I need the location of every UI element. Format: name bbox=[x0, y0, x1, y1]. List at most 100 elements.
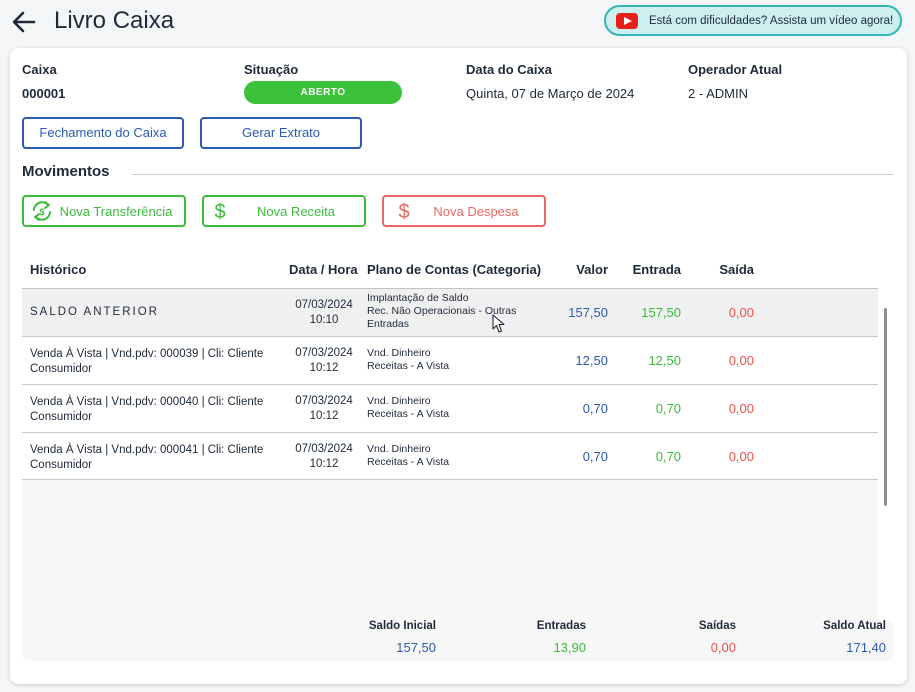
column-entrada[interactable]: Entrada bbox=[632, 262, 681, 277]
caixa-card: Caixa 000001 Situação ABERTO Data do Cai… bbox=[10, 48, 907, 684]
column-valor[interactable]: Valor bbox=[576, 262, 608, 277]
nova-receita-label: Nova Receita bbox=[256, 203, 336, 219]
plano-cell: Implantação de Saldo Rec. Não Operaciona… bbox=[367, 292, 537, 331]
nova-despesa-button[interactable]: $ Nova Despesa bbox=[382, 195, 546, 227]
svg-text:$: $ bbox=[214, 201, 225, 223]
movimentos-table: Histórico Data / Hora Plano de Contas (C… bbox=[22, 248, 894, 661]
plano-line: Receitas - A Vista bbox=[367, 456, 450, 468]
saldo-atual-label: Saldo Atual bbox=[823, 620, 886, 632]
entrada-cell: 0,70 bbox=[655, 449, 681, 464]
plano-line: Rec. Não Operacionais - Outras bbox=[367, 305, 517, 317]
fechamento-caixa-button[interactable]: Fechamento do Caixa bbox=[22, 117, 184, 149]
saldo-inicial-value: 157,50 bbox=[396, 640, 436, 655]
saidas-total-value: 0,00 bbox=[710, 640, 736, 655]
saida-cell: 0,00 bbox=[728, 305, 754, 320]
plano-line: Implantação de Saldo bbox=[367, 292, 469, 304]
saida-cell: 0,00 bbox=[728, 353, 754, 368]
saida-cell: 0,00 bbox=[728, 401, 754, 416]
valor-cell: 157,50 bbox=[568, 305, 608, 320]
plano-line: Entradas bbox=[367, 318, 410, 330]
table-row[interactable]: Venda À Vista | Vnd.pdv: 000040 | Cli: C… bbox=[22, 384, 878, 432]
totals-footer: Saldo Inicial 157,50 Entradas 13,90 Saíd… bbox=[22, 620, 894, 660]
section-divider bbox=[132, 174, 893, 175]
top-bar: Livro Caixa Está com dificuldades? Assis… bbox=[0, 0, 915, 44]
plano-line: Vnd. Dinheiro bbox=[367, 347, 431, 359]
plano-line: Receitas - A Vista bbox=[367, 360, 450, 372]
historico-line: Consumidor bbox=[30, 363, 92, 375]
help-video-label: Está com dificuldades? Assista um vídeo … bbox=[649, 14, 894, 27]
arrow-left-icon[interactable] bbox=[10, 8, 38, 36]
saida-cell: 0,00 bbox=[728, 449, 754, 464]
entrada-cell: 12,50 bbox=[648, 353, 681, 368]
dollar-icon: $ bbox=[398, 201, 409, 223]
entradas-total-value: 13,90 bbox=[553, 640, 586, 655]
gerar-extrato-button[interactable]: Gerar Extrato bbox=[200, 117, 362, 149]
nova-receita-button[interactable]: $ Nova Receita bbox=[202, 195, 366, 227]
valor-cell: 0,70 bbox=[582, 401, 608, 416]
transfer-cycle-icon: $ bbox=[33, 201, 51, 221]
entrada-cell: 157,50 bbox=[641, 305, 681, 320]
historico-cell: Venda À Vista | Vnd.pdv: 000041 | Cli: C… bbox=[30, 443, 280, 473]
operador-label: Operador Atual bbox=[688, 62, 783, 77]
data-hora-cell: 07/03/2024 10:12 bbox=[284, 442, 364, 472]
svg-text:$: $ bbox=[39, 207, 44, 217]
table-body: SALDO ANTERIOR 07/03/2024 10:10 Implanta… bbox=[22, 288, 878, 480]
saidas-total-label: Saídas bbox=[698, 620, 736, 632]
data-hora-cell: 07/03/2024 10:12 bbox=[284, 394, 364, 424]
time-text: 10:12 bbox=[309, 362, 339, 374]
caixa-number: 000001 bbox=[22, 86, 66, 101]
youtube-icon bbox=[616, 12, 638, 29]
table-row[interactable]: Venda À Vista | Vnd.pdv: 000041 | Cli: C… bbox=[22, 432, 878, 480]
scrollbar-thumb[interactable] bbox=[884, 308, 887, 506]
nova-transferencia-button[interactable]: $ Nova Transferência bbox=[22, 195, 186, 227]
status-badge: ABERTO bbox=[244, 81, 402, 104]
column-data-hora[interactable]: Data / Hora bbox=[289, 262, 358, 277]
historico-cell: Venda À Vista | Vnd.pdv: 000040 | Cli: C… bbox=[30, 395, 280, 425]
date-text: 07/03/2024 bbox=[295, 299, 353, 311]
svg-text:$: $ bbox=[398, 201, 409, 223]
time-text: 10:12 bbox=[309, 458, 339, 470]
data-hora-cell: 07/03/2024 10:12 bbox=[284, 346, 364, 376]
date-text: 07/03/2024 bbox=[295, 443, 353, 455]
column-saida[interactable]: Saída bbox=[719, 262, 754, 277]
date-text: 07/03/2024 bbox=[295, 347, 353, 359]
time-text: 10:10 bbox=[309, 314, 339, 326]
historico-line: Consumidor bbox=[30, 411, 92, 423]
plano-cell: Vnd. Dinheiro Receitas - A Vista bbox=[367, 443, 537, 469]
historico-cell: Venda À Vista | Vnd.pdv: 000039 | Cli: C… bbox=[30, 347, 280, 377]
column-plano[interactable]: Plano de Contas (Categoria) bbox=[367, 262, 542, 277]
historico-line: Venda À Vista | Vnd.pdv: 000039 | Cli: C… bbox=[30, 348, 264, 360]
saldo-inicial-label: Saldo Inicial bbox=[368, 620, 436, 632]
column-historico[interactable]: Histórico bbox=[30, 262, 87, 277]
valor-cell: 0,70 bbox=[582, 449, 608, 464]
plano-line: Vnd. Dinheiro bbox=[367, 443, 431, 455]
date-text: 07/03/2024 bbox=[295, 395, 353, 407]
situacao-label: Situação bbox=[244, 62, 299, 77]
data-hora-cell: 07/03/2024 10:10 bbox=[284, 298, 364, 328]
entrada-cell: 0,70 bbox=[655, 401, 681, 416]
data-caixa-value: Quinta, 07 de Março de 2024 bbox=[466, 86, 635, 101]
historico-cell: SALDO ANTERIOR bbox=[30, 306, 159, 318]
data-caixa-label: Data do Caixa bbox=[466, 62, 552, 77]
historico-line: Venda À Vista | Vnd.pdv: 000041 | Cli: C… bbox=[30, 444, 264, 456]
movimentos-title: Movimentos bbox=[22, 163, 110, 180]
valor-cell: 12,50 bbox=[575, 353, 608, 368]
caixa-label: Caixa bbox=[22, 62, 57, 77]
table-row[interactable]: SALDO ANTERIOR 07/03/2024 10:10 Implanta… bbox=[22, 288, 878, 336]
historico-line: Venda À Vista | Vnd.pdv: 000040 | Cli: C… bbox=[30, 396, 264, 408]
time-text: 10:12 bbox=[309, 410, 339, 422]
page-title: Livro Caixa bbox=[54, 7, 175, 34]
plano-cell: Vnd. Dinheiro Receitas - A Vista bbox=[367, 347, 537, 373]
nova-transferencia-label: Nova Transferência bbox=[59, 203, 173, 219]
plano-line: Receitas - A Vista bbox=[367, 408, 450, 420]
help-video-button[interactable]: Está com dificuldades? Assista um vídeo … bbox=[604, 5, 902, 36]
table-header: Histórico Data / Hora Plano de Contas (C… bbox=[22, 248, 894, 288]
nova-despesa-label: Nova Despesa bbox=[433, 203, 519, 219]
dollar-icon: $ bbox=[214, 201, 225, 223]
operador-value: 2 - ADMIN bbox=[688, 86, 748, 101]
plano-cell: Vnd. Dinheiro Receitas - A Vista bbox=[367, 395, 537, 421]
plano-line: Vnd. Dinheiro bbox=[367, 395, 431, 407]
table-row[interactable]: Venda À Vista | Vnd.pdv: 000039 | Cli: C… bbox=[22, 336, 878, 384]
saldo-atual-value: 171,40 bbox=[846, 640, 886, 655]
historico-line: Consumidor bbox=[30, 459, 92, 471]
